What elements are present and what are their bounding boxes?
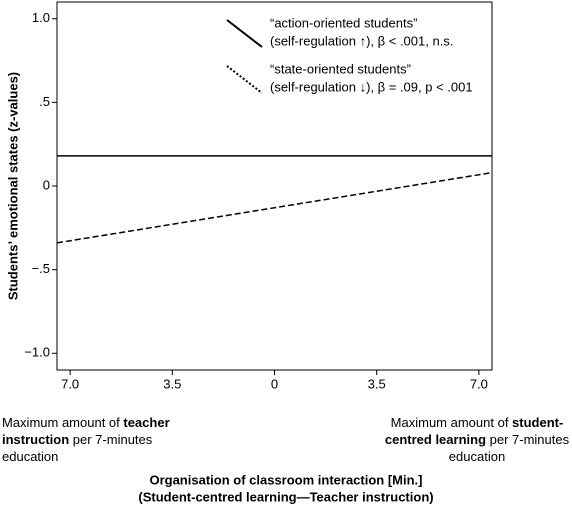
x-tick-label: 7.0 — [470, 376, 488, 391]
legend-detail: (self-regulation ↓), β = .09, p < .001 — [270, 79, 473, 94]
x-tick-label: 7.0 — [61, 376, 79, 391]
y-tick-label: 0 — [43, 177, 50, 192]
note-run: per 7-minutes — [69, 432, 153, 447]
note-run: Maximum amount of — [2, 415, 123, 430]
y-tick-label: −1.0 — [24, 345, 50, 360]
x-tick-label: 0 — [271, 376, 278, 391]
axis-note: instruction per 7-minutes — [2, 432, 153, 447]
y-tick-label: −.5 — [32, 261, 50, 276]
y-axis-label: Students’ emotional states (z-values) — [5, 72, 20, 300]
note-run: teacher — [123, 415, 169, 430]
legend-swatch — [226, 65, 263, 94]
legend-label: “action-oriented students” — [270, 15, 417, 30]
y-tick-label: .5 — [39, 94, 50, 109]
note-run: education — [2, 449, 58, 464]
x-tick-label: 3.5 — [163, 376, 181, 391]
axis-note: education — [2, 449, 58, 464]
note-run: education — [449, 449, 505, 464]
plot-frame — [56, 1, 493, 371]
axis-note: education — [449, 449, 505, 464]
note-run: Maximum amount of — [391, 415, 512, 430]
axis-note: Maximum amount of student- — [391, 415, 564, 430]
note-run: per 7-minutes — [486, 432, 570, 447]
x-axis-label: (Student-centred learning—Teacher instru… — [138, 489, 433, 504]
legend-detail: (self-regulation ↑), β < .001, n.s. — [270, 33, 453, 48]
x-tick-label: 3.5 — [368, 376, 386, 391]
note-run: centred learning — [385, 432, 486, 447]
legend-label: “state-oriented students” — [270, 61, 411, 76]
axis-note: Maximum amount of teacher — [2, 415, 170, 430]
legend-swatch — [226, 19, 263, 48]
y-tick-label: 1.0 — [32, 10, 50, 25]
axis-note: centred learning per 7-minutes — [385, 432, 570, 447]
series-line — [56, 171, 493, 244]
note-run: instruction — [2, 432, 69, 447]
x-axis-label: Organisation of classroom interaction [M… — [149, 472, 422, 487]
note-run: student- — [512, 415, 563, 430]
